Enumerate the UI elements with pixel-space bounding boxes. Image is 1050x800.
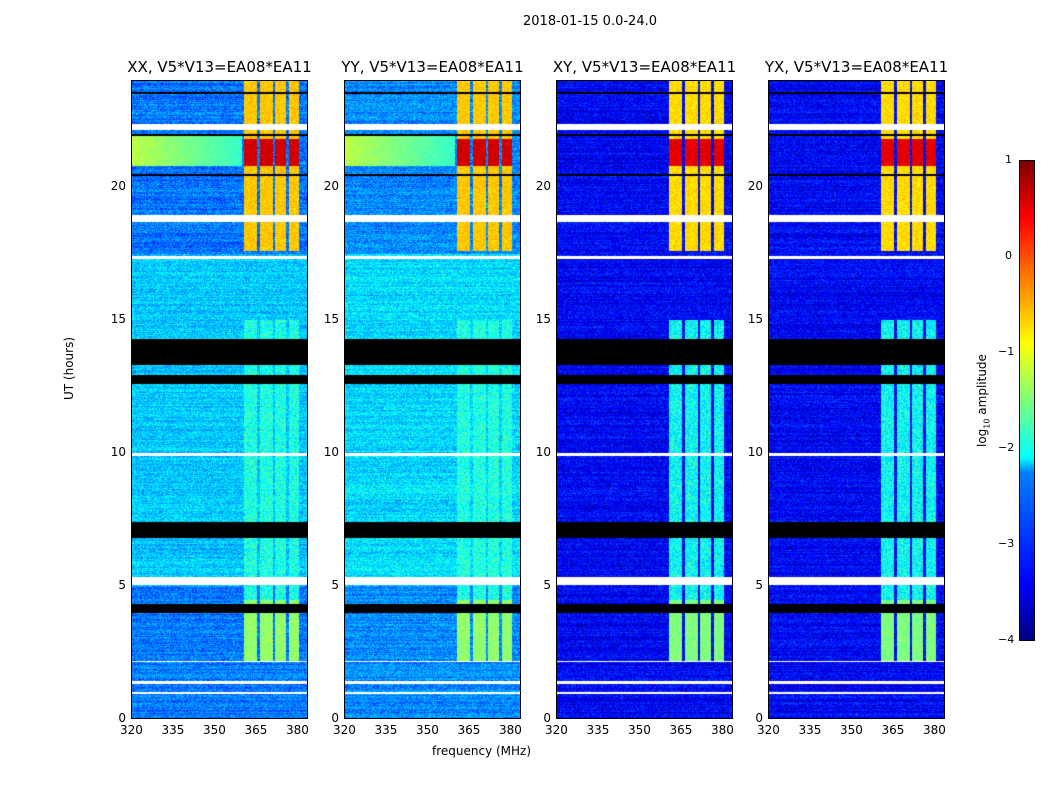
axes-frame (131, 80, 308, 719)
x-tick-label: 320 (120, 723, 143, 737)
x-tick-label: 365 (244, 723, 268, 737)
y-tick-label: 0 (331, 711, 339, 725)
heatmap-image (768, 80, 945, 719)
panel-title: YX, V5*V13=EA08*EA11 (764, 58, 949, 76)
y-tick-label: 15 (110, 311, 126, 326)
y-tick-label: 15 (323, 311, 339, 326)
y-tick-label: 5 (543, 577, 551, 592)
heatmap-image (344, 80, 521, 719)
axes-frame (768, 80, 945, 719)
y-tick-label: 5 (118, 577, 126, 592)
y-axis-label: UT (hours) (62, 336, 76, 400)
x-tick-label: 335 (798, 723, 822, 737)
y-tick-label: 20 (110, 178, 126, 193)
colorbar-tick-label: −2 (998, 441, 1015, 454)
y-tick-label: 20 (535, 178, 551, 193)
x-tick-label: 320 (545, 723, 568, 737)
x-tick-label: 380 (710, 723, 734, 737)
y-tick-label: 0 (118, 711, 126, 725)
colorbar-tick-label: 1 (1005, 153, 1012, 166)
x-tick-label: 380 (285, 723, 309, 737)
y-tick-label: 5 (331, 577, 339, 592)
x-tick-label: 350 (627, 723, 651, 737)
x-tick-label: 350 (839, 723, 863, 737)
heatmap-panel-0: XX, V5*V13=EA08*EA11 320 335 350 365 380 0 5 10 1… (111, 58, 312, 737)
y-tick-label: 10 (747, 444, 763, 459)
colorbar-tick-label: −3 (998, 537, 1015, 550)
y-tick-label: 5 (755, 577, 763, 592)
y-tick-label: 15 (535, 311, 551, 326)
x-tick-label: 350 (202, 723, 226, 737)
colorbar-tick-label: 0 (1005, 249, 1012, 262)
x-tick-label: 335 (374, 723, 398, 737)
x-tick-label: 320 (757, 723, 780, 737)
y-tick-label: 0 (755, 711, 763, 725)
heatmap-panel-1: YY, V5*V13=EA08*EA11 320 335 350 365 380 0 5 10 1… (324, 58, 524, 737)
colorbar (1019, 160, 1035, 641)
panel-title: XY, V5*V13=EA08*EA11 (552, 58, 737, 76)
y-tick-label: 10 (323, 444, 339, 459)
heatmap-panel-2: XY, V5*V13=EA08*EA11 320 335 350 365 380 0 5 10 1… (536, 58, 736, 737)
y-tick-label: 20 (323, 178, 339, 193)
x-tick-label: 365 (669, 723, 693, 737)
axes-frame (556, 80, 733, 719)
colorbar-tick-label: −4 (998, 633, 1015, 646)
x-tick-label: 335 (161, 723, 185, 737)
heatmap-panel-3: YX, V5*V13=EA08*EA11 320 335 350 365 380 0 5 10 1… (748, 58, 948, 737)
y-tick-label: 15 (747, 311, 763, 326)
heatmap-image (556, 80, 733, 719)
colorbar-label: log10 amplitude (975, 354, 992, 447)
y-tick-label: 20 (747, 178, 763, 193)
y-tick-label: 0 (543, 711, 551, 725)
axes-frame (344, 80, 521, 719)
heatmap-image (131, 80, 308, 719)
y-tick-label: 10 (110, 444, 126, 459)
x-tick-label: 320 (333, 723, 356, 737)
x-tick-label: 350 (415, 723, 439, 737)
panel-title: XX, V5*V13=EA08*EA11 (127, 58, 312, 76)
panel-title: YY, V5*V13=EA08*EA11 (341, 58, 524, 76)
x-tick-label: 365 (457, 723, 481, 737)
x-tick-label: 380 (922, 723, 946, 737)
x-axis-label: frequency (MHz) (432, 744, 532, 758)
x-tick-label: 365 (881, 723, 905, 737)
y-tick-label: 10 (535, 444, 551, 459)
x-tick-label: 380 (498, 723, 522, 737)
figure-title: 2018-01-15 0.0-24.0 (523, 14, 657, 29)
colorbar-tick-label: −1 (998, 345, 1015, 358)
x-tick-label: 335 (586, 723, 610, 737)
